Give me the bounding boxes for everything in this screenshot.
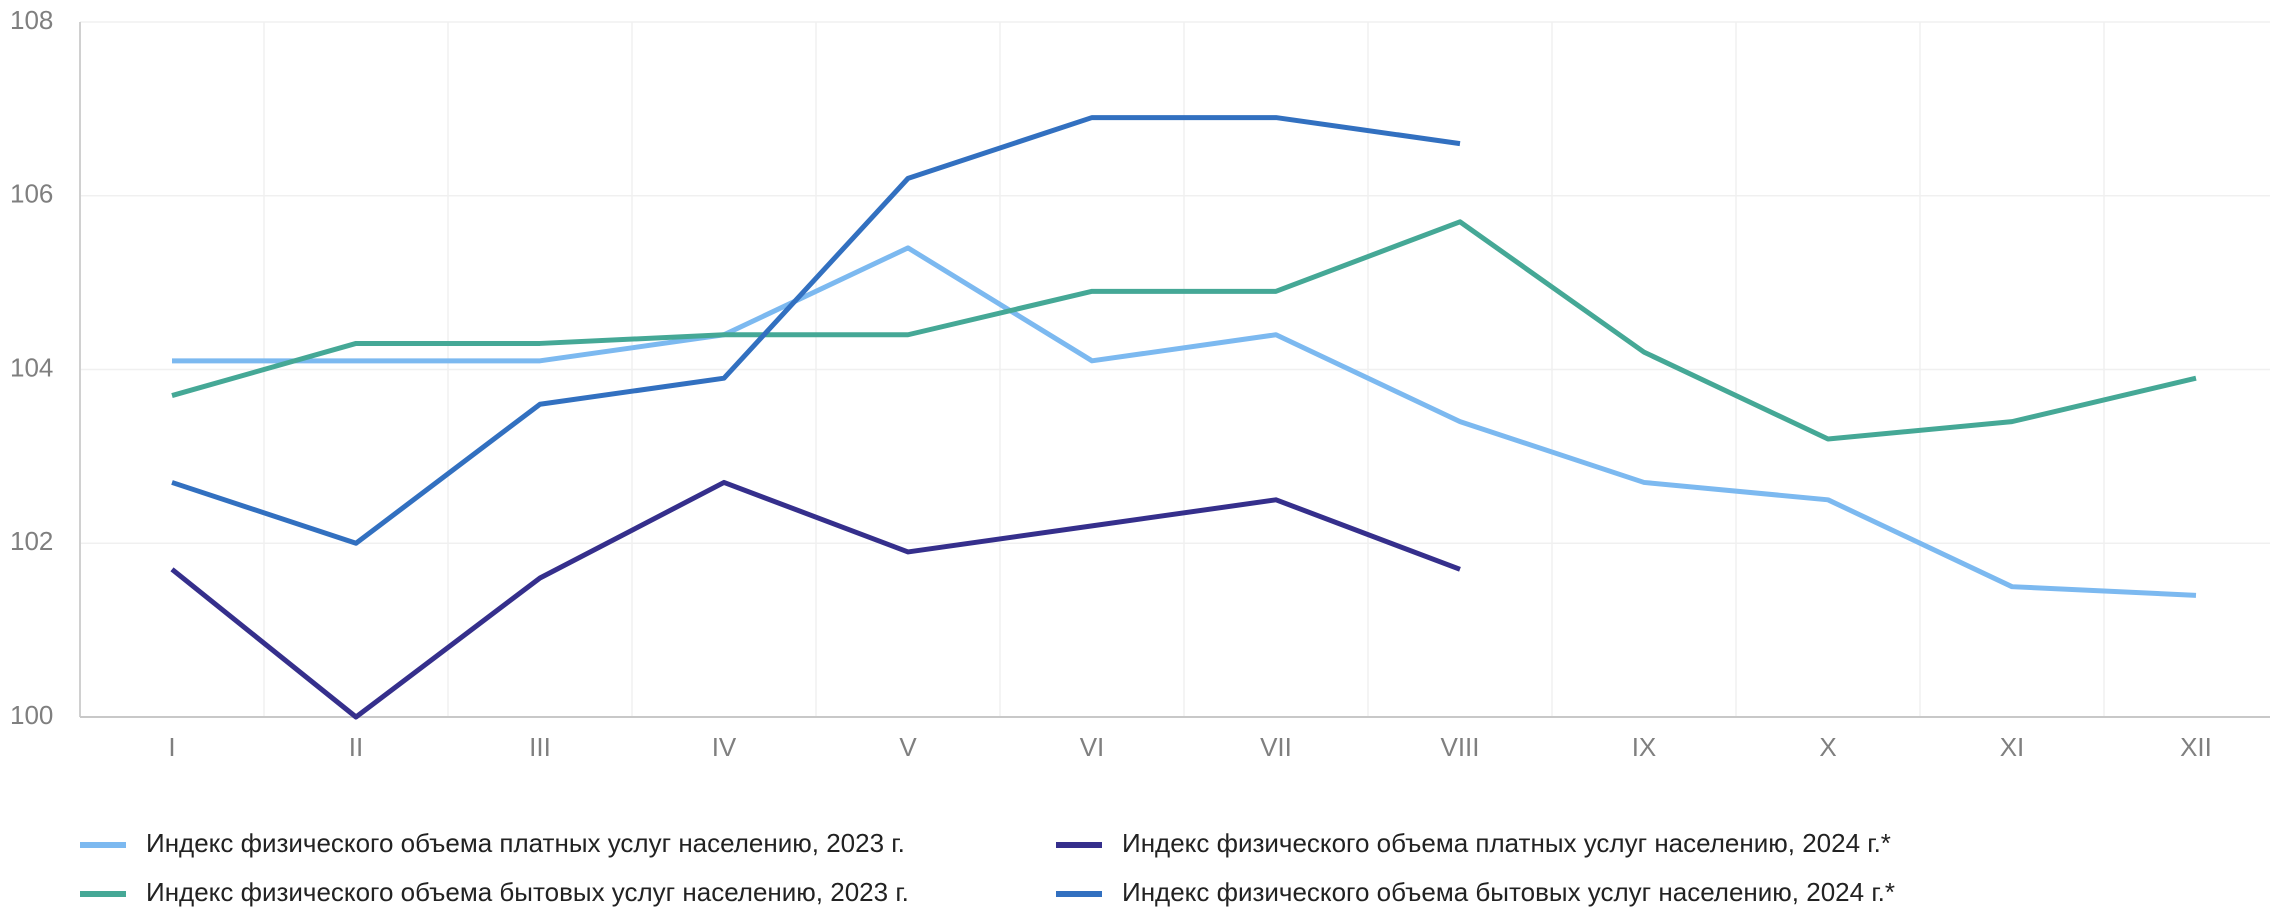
y-tick-label: 102	[10, 526, 53, 556]
legend-label: Индекс физического объема платных услуг …	[1122, 828, 1891, 858]
series-line	[171, 115, 1461, 546]
series-line	[170, 479, 1461, 720]
x-tick-label: VII	[1260, 732, 1292, 762]
legend-label: Индекс физического объема платных услуг …	[146, 828, 905, 858]
y-tick-label: 104	[10, 352, 53, 382]
legend-label: Индекс физического объема бытовых услуг …	[146, 877, 909, 907]
x-tick-label: X	[1819, 732, 1836, 762]
x-tick-label: III	[529, 732, 551, 762]
x-tick-label: XI	[2000, 732, 2025, 762]
legend-label: Индекс физического объема бытовых услуг …	[1122, 877, 1895, 907]
series-line	[172, 245, 2197, 598]
y-tick-label: 106	[10, 179, 53, 209]
x-tick-label: IV	[712, 732, 737, 762]
y-tick-label: 108	[10, 5, 53, 35]
x-tick-label: V	[899, 732, 917, 762]
x-tick-label: II	[349, 732, 363, 762]
x-tick-label: XII	[2180, 732, 2212, 762]
x-tick-label: I	[168, 732, 175, 762]
x-tick-label: VIII	[1440, 732, 1479, 762]
x-tick-label: VI	[1080, 732, 1105, 762]
y-tick-label: 100	[10, 700, 53, 730]
x-tick-label: IX	[1632, 732, 1657, 762]
series-line	[171, 219, 2197, 442]
